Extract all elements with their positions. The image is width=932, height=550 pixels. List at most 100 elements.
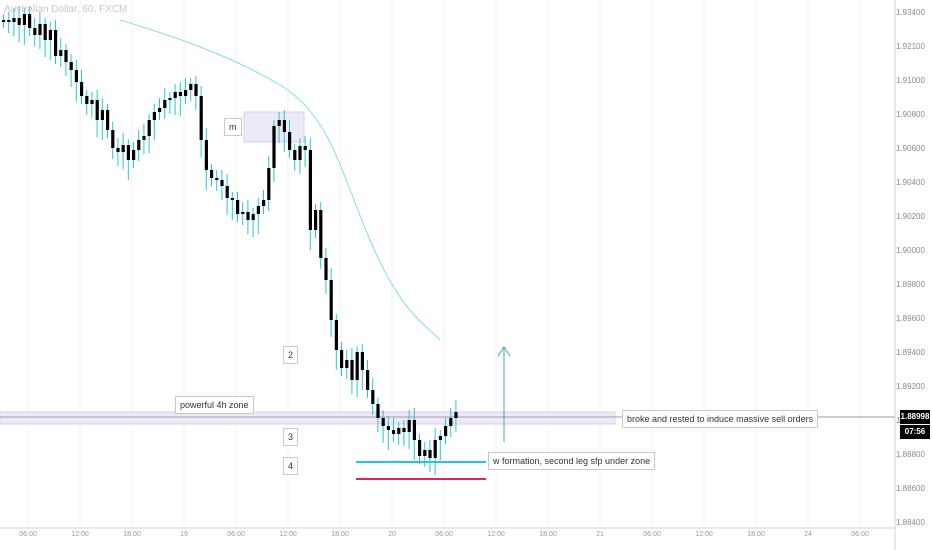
candle-body	[111, 130, 115, 148]
time-axis-label: 20	[388, 531, 396, 538]
candle-body	[277, 120, 281, 126]
candle-body	[402, 428, 406, 432]
time-axis-label: 21	[596, 531, 604, 538]
moving-average-line	[119, 19, 441, 341]
wave-4-label[interactable]: 4	[283, 457, 299, 475]
price-axis-label: 1.90400	[896, 178, 925, 187]
current-price-badge: 1.88998	[900, 410, 930, 424]
candle-body	[163, 100, 167, 108]
candle-body	[64, 50, 68, 62]
candle-body	[12, 18, 16, 22]
candle-body	[236, 200, 240, 214]
time-axis-label: 18:00	[331, 531, 349, 538]
candle-body	[95, 100, 99, 120]
price-axis-label: 1.89800	[896, 280, 925, 289]
candle-body	[329, 280, 333, 320]
time-axis-label: 18:00	[123, 531, 141, 538]
time-axis-label: 06:00	[851, 531, 869, 538]
candle-body	[152, 112, 156, 120]
time-axis-label: 12:00	[487, 531, 505, 538]
time-axis-label: 12:00	[279, 531, 297, 538]
time-axis-label: 06:00	[227, 531, 245, 538]
candle-body	[168, 98, 172, 100]
candle-body	[376, 404, 380, 418]
candle-body	[355, 352, 359, 380]
price-axis-label: 1.90200	[896, 212, 925, 221]
candle-body	[314, 210, 318, 230]
price-axis-label: 1.89600	[896, 314, 925, 323]
candle-body	[147, 120, 151, 136]
candle-body	[386, 426, 390, 430]
price-axis-label: 1.90000	[896, 246, 925, 255]
candle-body	[90, 100, 94, 104]
candle-body	[251, 214, 255, 220]
wave-3-label[interactable]: 3	[283, 428, 299, 446]
candle-body	[59, 50, 63, 56]
candle-body	[210, 170, 214, 178]
candle-body	[360, 352, 364, 370]
candle-body	[246, 212, 250, 220]
candle-body	[230, 198, 234, 200]
candle-body	[444, 426, 448, 436]
candle-body	[381, 418, 385, 426]
candle-body	[392, 430, 396, 434]
candle-body	[267, 168, 271, 200]
price-axis-label: 1.90800	[896, 110, 925, 119]
candle-body	[100, 110, 104, 120]
candle-body	[17, 18, 21, 25]
wave-2-label[interactable]: 2	[283, 346, 299, 364]
candle-body	[345, 360, 349, 368]
candle-body	[80, 82, 84, 96]
candle-body	[324, 258, 328, 280]
price-axis-label: 1.88600	[896, 484, 925, 493]
price-axis-label: 1.92100	[896, 42, 925, 51]
time-axis-label: 18:00	[747, 531, 765, 538]
candle-body	[319, 210, 323, 258]
candle-body	[334, 320, 338, 350]
candle-body	[454, 412, 458, 418]
candle-body	[194, 84, 198, 96]
time-axis-label: 18:00	[539, 531, 557, 538]
candle-body	[366, 370, 370, 390]
candle-body	[428, 450, 432, 458]
w-formation-label[interactable]: w formation, second leg sfp under zone	[488, 452, 656, 470]
candle-body	[116, 148, 120, 152]
candle-body	[137, 140, 141, 150]
candle-body	[303, 146, 307, 150]
price-axis-label: 1.88800	[896, 450, 925, 459]
projection-arrow-head	[497, 346, 511, 357]
candle-body	[225, 186, 229, 198]
candle-body	[308, 150, 312, 230]
time-axis-label: 06:00	[19, 531, 37, 538]
candle-body	[293, 150, 297, 160]
time-axis-label: 19	[180, 531, 188, 538]
candle-body	[69, 62, 73, 70]
candle-body	[220, 180, 224, 186]
candle-body	[350, 360, 354, 380]
candle-body	[298, 146, 302, 160]
candle-body	[438, 436, 442, 440]
price-axis-label: 1.89400	[896, 348, 925, 357]
time-axis-label: 12:00	[695, 531, 713, 538]
candle-body	[178, 92, 182, 96]
candle-body	[282, 120, 286, 132]
time-axis-label: 24	[804, 531, 812, 538]
price-axis-label: 1.90600	[896, 144, 925, 153]
candle-body	[85, 96, 89, 104]
candle-body	[126, 145, 130, 160]
candle-body	[43, 24, 47, 40]
candle-body	[54, 30, 58, 56]
time-axis-label: 12:00	[71, 531, 89, 538]
candle-body	[38, 24, 42, 35]
candle-body	[262, 200, 266, 206]
m-label[interactable]: m	[224, 118, 242, 136]
candle-body	[256, 206, 260, 214]
candle-body	[189, 84, 193, 90]
sell-orders-label[interactable]: broke and rested to induce massive sell …	[622, 410, 819, 428]
candle-body	[407, 420, 411, 432]
candle-body	[272, 126, 276, 168]
zone-label[interactable]: powerful 4h zone	[175, 396, 254, 414]
candle-body	[340, 350, 344, 368]
candle-body	[412, 420, 416, 440]
